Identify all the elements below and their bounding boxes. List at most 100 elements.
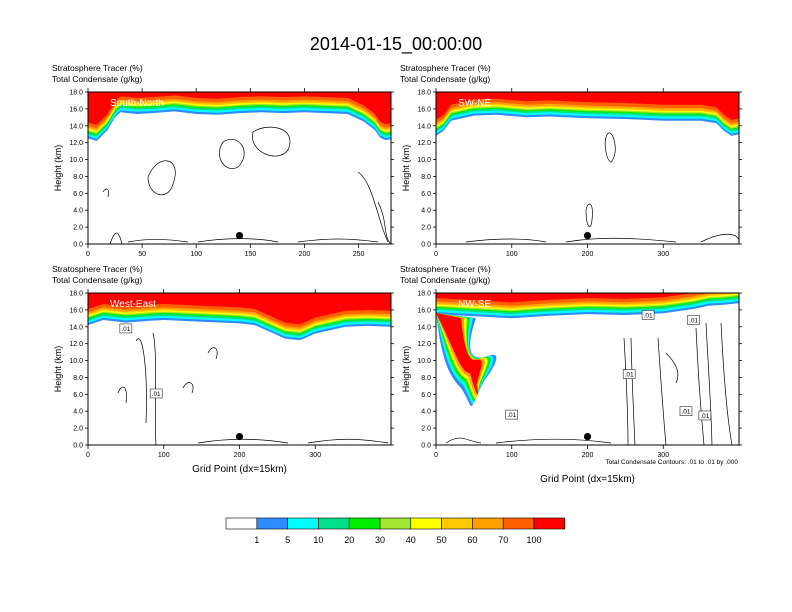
plot-area: .01 .01 bbox=[88, 293, 391, 445]
contour-label-box bbox=[149, 388, 163, 399]
colorbar-swatch bbox=[348, 517, 381, 530]
y-axis-label: Height (km) bbox=[401, 145, 411, 192]
y-tick-label: 10.0 bbox=[417, 157, 431, 164]
condensate-contour-6 bbox=[720, 322, 733, 445]
condensate-contour-6 bbox=[127, 239, 189, 243]
condensate-contour-1 bbox=[135, 338, 147, 424]
y-tick-label: 8.0 bbox=[421, 174, 431, 181]
condensate-contours bbox=[465, 132, 739, 243]
y-tick-label: 6.0 bbox=[73, 191, 83, 198]
contour-label: .01 bbox=[149, 388, 163, 399]
colorbar-swatch bbox=[256, 517, 288, 530]
condensate-contour-1 bbox=[147, 160, 176, 196]
colorbar-swatch bbox=[287, 517, 319, 530]
condensate-contour-6 bbox=[207, 347, 218, 360]
y-tick-label: 18.0 bbox=[417, 90, 431, 97]
x-axis-label: Grid Point (dx=15km) bbox=[540, 474, 635, 485]
condensate-contour-1 bbox=[623, 337, 629, 445]
contour-label-box bbox=[687, 315, 700, 325]
intrusion-band-5 bbox=[436, 313, 482, 395]
condensate-contour-0 bbox=[604, 132, 616, 163]
y-tick-label: 0.0 bbox=[421, 242, 431, 249]
y-tick-label: 16.0 bbox=[69, 307, 83, 314]
y-tick-label: 10.0 bbox=[69, 358, 83, 365]
condensate-contour-2 bbox=[219, 139, 245, 169]
field1-label: Stratosphere Tracer (%) bbox=[52, 264, 143, 274]
contour-label-box bbox=[505, 409, 518, 420]
condensate-contour-8 bbox=[495, 438, 612, 444]
colorbar-tick-label: 70 bbox=[498, 535, 508, 545]
x-tick-label: 0 bbox=[86, 251, 90, 258]
colorbar-swatch bbox=[410, 517, 442, 530]
condensate-contour-9 bbox=[102, 188, 109, 198]
field1-label: Stratosphere Tracer (%) bbox=[400, 264, 491, 274]
tracer-band-9 bbox=[88, 293, 391, 325]
location-marker bbox=[235, 231, 244, 240]
colorbar-tick-label: 10 bbox=[313, 535, 323, 545]
x-tick-label: 200 bbox=[582, 251, 594, 258]
tracer-band-7 bbox=[88, 92, 391, 130]
condensate-contour-3 bbox=[585, 203, 593, 227]
field2-label: Total Condensate (g/kg) bbox=[52, 74, 142, 84]
colorbar-swatch bbox=[472, 517, 504, 530]
condensate-contour-4 bbox=[357, 171, 389, 243]
x-tick-label: 100 bbox=[506, 251, 518, 258]
contour-label-box bbox=[679, 406, 693, 416]
x-tick-label: 100 bbox=[506, 452, 518, 459]
y-tick-label: 18.0 bbox=[69, 291, 83, 298]
x-tick-label: 300 bbox=[657, 452, 669, 459]
x-tick-label: 300 bbox=[309, 452, 321, 459]
contour-label: .01 bbox=[505, 409, 518, 420]
contour-label-box bbox=[622, 369, 636, 379]
y-tick-label: 4.0 bbox=[73, 409, 83, 416]
y-tick-label: 10.0 bbox=[69, 157, 83, 164]
colorbar-swatch bbox=[225, 517, 258, 530]
y-axis-label: Height (km) bbox=[53, 145, 63, 192]
y-tick-label: 8.0 bbox=[73, 174, 83, 181]
condensate-contour-0 bbox=[445, 437, 482, 444]
condensate-contour-7 bbox=[665, 352, 679, 384]
x-tick-label: 50 bbox=[138, 251, 146, 258]
y-axis-label: Height (km) bbox=[401, 346, 411, 393]
y-tick-label: 18.0 bbox=[69, 90, 83, 97]
location-marker bbox=[583, 432, 592, 441]
tracer-band-9 bbox=[436, 293, 739, 303]
colorbar-swatch bbox=[533, 517, 566, 530]
y-tick-label: 4.0 bbox=[421, 409, 431, 416]
colorbar-swatch bbox=[379, 517, 412, 530]
contour-label-text: .01 bbox=[700, 413, 709, 420]
panels: Stratosphere Tracer (%) Total Condensate … bbox=[52, 63, 742, 485]
figure-title: 2014-01-15_00:00:00 bbox=[310, 34, 482, 55]
y-tick-label: 2.0 bbox=[421, 225, 431, 232]
panel-nw-se: Stratosphere Tracer (%)Total Condensate … bbox=[400, 264, 742, 485]
y-tick-label: 6.0 bbox=[421, 191, 431, 198]
condensate-contour-3 bbox=[657, 337, 667, 445]
contour-label: .01 bbox=[679, 406, 693, 416]
condensate-contours bbox=[102, 126, 391, 244]
tracer-band-9 bbox=[88, 92, 391, 125]
colorbar-tick-label: 5 bbox=[285, 535, 290, 545]
location-marker bbox=[583, 231, 592, 240]
condensate-contour-3 bbox=[252, 126, 291, 157]
colorbar-swatch bbox=[441, 517, 473, 530]
contour-label-box bbox=[119, 323, 133, 334]
condensate-contour-2 bbox=[630, 337, 636, 445]
field2-label: Total Condensate (g/kg) bbox=[400, 74, 490, 84]
plot-area: .01 .01 .01 .01 .01 .01 bbox=[436, 293, 739, 445]
colorbar-tick-label: 60 bbox=[467, 535, 477, 545]
x-tick-label: 200 bbox=[582, 452, 594, 459]
panel-name: West-East bbox=[110, 299, 156, 310]
contour-label-text: .01 bbox=[121, 326, 130, 333]
panel-name: NW-SE bbox=[458, 299, 491, 310]
y-tick-label: 16.0 bbox=[417, 307, 431, 314]
y-tick-label: 10.0 bbox=[417, 358, 431, 365]
contour-label-box bbox=[698, 410, 712, 421]
x-tick-label: 100 bbox=[190, 251, 202, 258]
x-tick-label: 200 bbox=[299, 251, 311, 258]
y-tick-label: 4.0 bbox=[421, 208, 431, 215]
x-tick-label: 100 bbox=[158, 452, 170, 459]
colorbar-tick-label: 50 bbox=[437, 535, 447, 545]
y-tick-label: 14.0 bbox=[69, 123, 83, 130]
contour-label-text: .01 bbox=[507, 412, 516, 419]
panel-sw-ne: Stratosphere Tracer (%)Total Condensate … bbox=[400, 63, 742, 258]
